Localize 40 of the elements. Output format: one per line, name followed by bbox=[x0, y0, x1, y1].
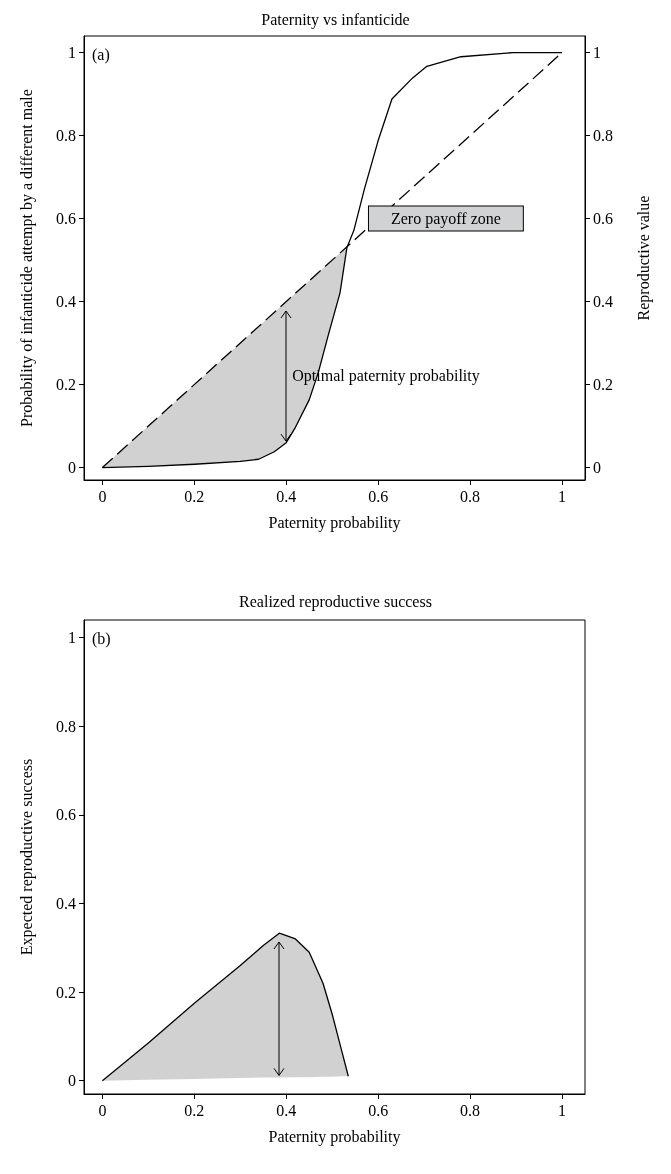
y-tick-label: 0.6 bbox=[56, 210, 76, 228]
x-tick-label: 0.2 bbox=[184, 487, 205, 505]
x-tick-label: 0.4 bbox=[276, 487, 297, 505]
annotation: Zero payoff zone bbox=[390, 210, 501, 229]
x-tick-label: 0.6 bbox=[368, 487, 389, 505]
x-tick-label: 0.8 bbox=[460, 487, 481, 505]
y2-tick-label: 0.2 bbox=[593, 376, 613, 394]
y2-tick-label: 0 bbox=[593, 459, 601, 477]
x-tick-label: 0 bbox=[98, 1101, 107, 1119]
x-tick-label: 0 bbox=[98, 487, 107, 505]
y2-tick-label: 0.4 bbox=[593, 293, 613, 311]
y-tick-label: 0 bbox=[68, 459, 76, 477]
x-tick-label: 0.6 bbox=[368, 1101, 389, 1119]
y-tick-label: 0 bbox=[68, 1072, 76, 1090]
chart-title: Paternity vs infanticide bbox=[261, 10, 410, 29]
y-tick-label: 1 bbox=[68, 44, 76, 62]
x-axis-title: Paternity probability bbox=[268, 1127, 401, 1146]
annotation: (b) bbox=[92, 629, 111, 648]
y-axis-title: Probability of infanticide attempt by a different male bbox=[17, 89, 36, 427]
y-tick-label: 0.4 bbox=[56, 293, 76, 311]
y-axis-title: Expected reproductive success bbox=[17, 758, 36, 956]
y-tick-label: 0.2 bbox=[56, 983, 76, 1001]
y-tick-label: 0.8 bbox=[56, 717, 76, 735]
x-tick-label: 0.4 bbox=[276, 1101, 297, 1119]
x-tick-label: 1 bbox=[558, 1101, 567, 1119]
y-tick-label: 0.8 bbox=[56, 127, 76, 145]
y2-axis-title: Reproductive value bbox=[634, 195, 653, 321]
x-tick-label: 0.8 bbox=[460, 1101, 481, 1119]
chart-title: Realized reproductive success bbox=[239, 592, 432, 611]
x-tick-label: 0.2 bbox=[184, 1101, 205, 1119]
y-tick-label: 1 bbox=[68, 629, 76, 647]
y2-tick-label: 0.8 bbox=[593, 127, 613, 145]
y2-tick-label: 1 bbox=[593, 44, 601, 62]
x-tick-label: 1 bbox=[558, 487, 567, 505]
x-axis-title: Paternity probability bbox=[268, 513, 401, 532]
y-tick-label: 0.2 bbox=[56, 376, 76, 394]
annotation: (a) bbox=[92, 45, 110, 64]
y-tick-label: 0.4 bbox=[56, 895, 76, 913]
y2-tick-label: 0.6 bbox=[593, 210, 613, 228]
y-tick-label: 0.6 bbox=[56, 806, 76, 824]
